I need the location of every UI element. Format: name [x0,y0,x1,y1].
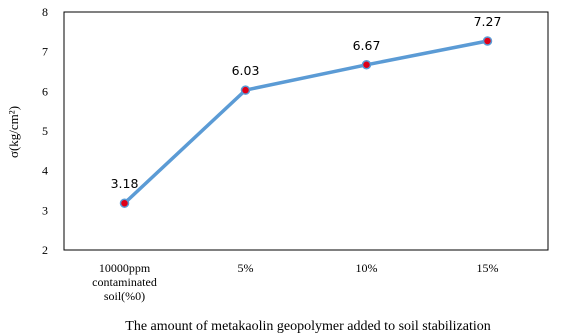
x-axis-title: The amount of metakaolin geopolymer adde… [125,319,490,334]
data-label: 3.18 [111,176,139,191]
y-tick-label: 6 [42,84,48,98]
series-line [122,39,490,205]
y-tick-label: 8 [42,5,48,19]
y-tick-label: 5 [42,124,48,138]
x-tick-label-line: 10% [356,261,378,275]
plot-frame [63,11,549,251]
data-label: 6.03 [232,63,260,78]
x-tick-label-line: soil(%0) [104,289,145,303]
x-tick-label-line: 5% [238,261,254,275]
y-axis-ticks: 2 3 4 5 6 7 8 [42,5,48,257]
data-point [482,36,493,46]
y-tick-label: 3 [42,203,48,217]
y-tick-label: 4 [42,164,48,178]
x-tick-label-line: 10000ppm [99,261,151,275]
x-tick-label: 10% [356,261,378,275]
data-label: 6.67 [353,38,381,53]
data-points [119,36,493,208]
y-tick-label: 2 [42,243,48,257]
data-label: 7.27 [474,14,502,29]
x-tick-label: 10000ppm contaminated soil(%0) [92,261,157,303]
data-point [361,60,372,70]
y-axis-title: σ(kg/cm²) [6,106,21,158]
x-tick-label: 15% [477,261,499,275]
x-axis-categories: 10000ppm contaminated soil(%0) 5% 10% 15% [92,261,498,303]
data-point [119,198,130,208]
x-tick-label-line: contaminated [92,275,157,289]
x-tick-label-line: 15% [477,261,499,275]
data-labels: 3.18 6.03 6.67 7.27 [111,14,502,191]
data-point [240,85,251,95]
y-tick-label: 7 [42,45,48,59]
x-tick-label: 5% [238,261,254,275]
